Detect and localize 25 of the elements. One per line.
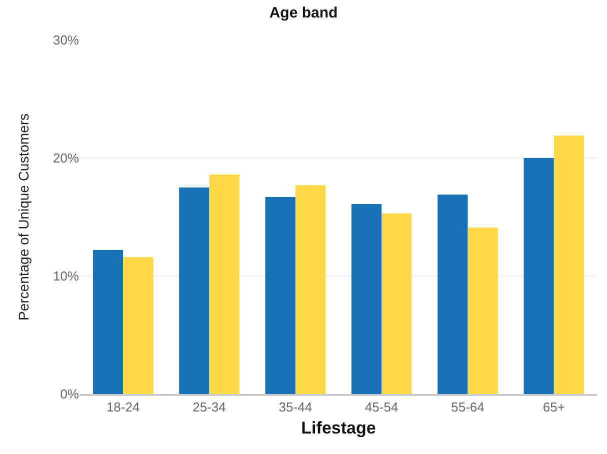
bar	[179, 188, 210, 394]
y-axis-title: Percentage of Unique Customers	[16, 114, 32, 320]
bar	[295, 185, 326, 394]
bar	[524, 158, 554, 394]
bar	[209, 174, 240, 394]
y-tick-label: 0%	[60, 386, 80, 402]
x-tick-label: 25-34	[192, 400, 226, 415]
bar	[123, 257, 154, 394]
x-tick-label: 65+	[542, 400, 565, 415]
x-tick-label: 55-64	[451, 400, 484, 415]
bar	[438, 194, 468, 394]
x-tick-label: 18-24	[106, 400, 140, 415]
bar	[92, 250, 124, 394]
bar	[468, 228, 498, 394]
y-tick-label: 20%	[52, 150, 80, 166]
chart-title: Age band	[269, 4, 338, 22]
y-tick-label: 30%	[52, 32, 80, 48]
bar	[265, 196, 296, 394]
bar	[382, 213, 412, 394]
x-tick-label: 45-54	[364, 400, 398, 415]
bar	[554, 136, 584, 394]
x-axis-title: Lifestage	[301, 418, 376, 438]
y-tick-label: 10%	[52, 268, 80, 284]
x-tick-label: 35-44	[278, 400, 312, 415]
bar	[351, 204, 382, 394]
